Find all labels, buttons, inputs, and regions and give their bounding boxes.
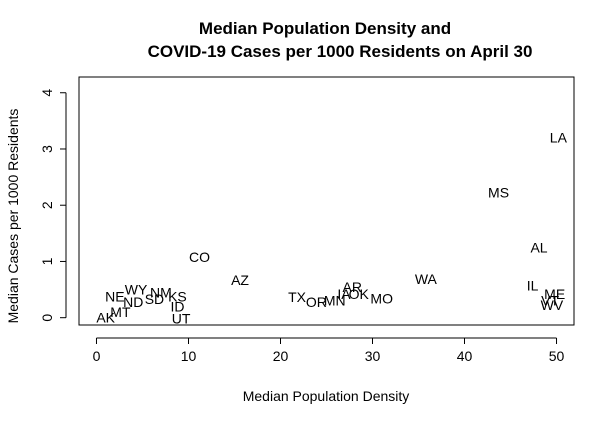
point-label-nd: ND — [123, 294, 143, 310]
x-axis-title: Median Population Density — [243, 388, 410, 404]
point-label-ia: IA — [337, 286, 351, 302]
point-label-wa: WA — [415, 271, 438, 287]
point-label-wv: WV — [541, 297, 564, 313]
point-label-il: IL — [527, 278, 539, 294]
y-tick-label: 1 — [39, 257, 55, 265]
point-label-ak: AK — [96, 310, 115, 326]
x-tick-label: 40 — [457, 348, 473, 364]
point-label-or: OR — [306, 294, 327, 310]
point-label-wy: WY — [125, 282, 148, 298]
point-label-mt: MT — [110, 304, 131, 320]
point-label-sd: SD — [145, 291, 164, 307]
x-tick-label: 10 — [181, 348, 197, 364]
point-label-tx: TX — [288, 289, 307, 305]
point-label-ut: UT — [172, 310, 191, 326]
y-tick-label: 2 — [39, 201, 55, 209]
point-label-id: ID — [170, 298, 184, 314]
y-axis-title: Median Cases per 1000 Residents — [5, 109, 21, 324]
point-label-az: AZ — [231, 272, 249, 288]
plot-frame — [78, 76, 575, 326]
point-label-me: ME — [544, 286, 565, 302]
point-label-mo: MO — [370, 291, 393, 307]
point-label-co: CO — [189, 249, 210, 265]
x-axis: 0 10 20 30 40 50 — [93, 337, 565, 364]
x-tick-label: 20 — [273, 348, 289, 364]
point-label-al: AL — [530, 239, 547, 255]
x-tick-label: 0 — [93, 348, 101, 364]
point-label-ne: NE — [105, 288, 124, 304]
point-label-ok: OK — [349, 286, 370, 302]
y-tick-label: 4 — [39, 89, 55, 97]
y-tick-label: 3 — [39, 145, 55, 153]
point-label-mn: MN — [324, 292, 346, 308]
chart-title-line-2: COVID-19 Cases per 1000 Residents on Apr… — [148, 42, 533, 61]
point-label-la: LA — [550, 130, 568, 146]
point-label-ms: MS — [488, 184, 509, 200]
point-label-nm: NM — [150, 284, 172, 300]
y-tick-label: 0 — [39, 314, 55, 322]
point-label-ar: AR — [343, 279, 362, 295]
point-label-vt: VT — [541, 292, 559, 308]
point-label-ks: KS — [168, 288, 187, 304]
x-tick-label: 50 — [549, 348, 565, 364]
chart-title-line-1: Median Population Density and — [199, 19, 451, 38]
y-axis: 0 1 2 3 4 — [39, 89, 67, 322]
x-tick-label: 30 — [365, 348, 381, 364]
